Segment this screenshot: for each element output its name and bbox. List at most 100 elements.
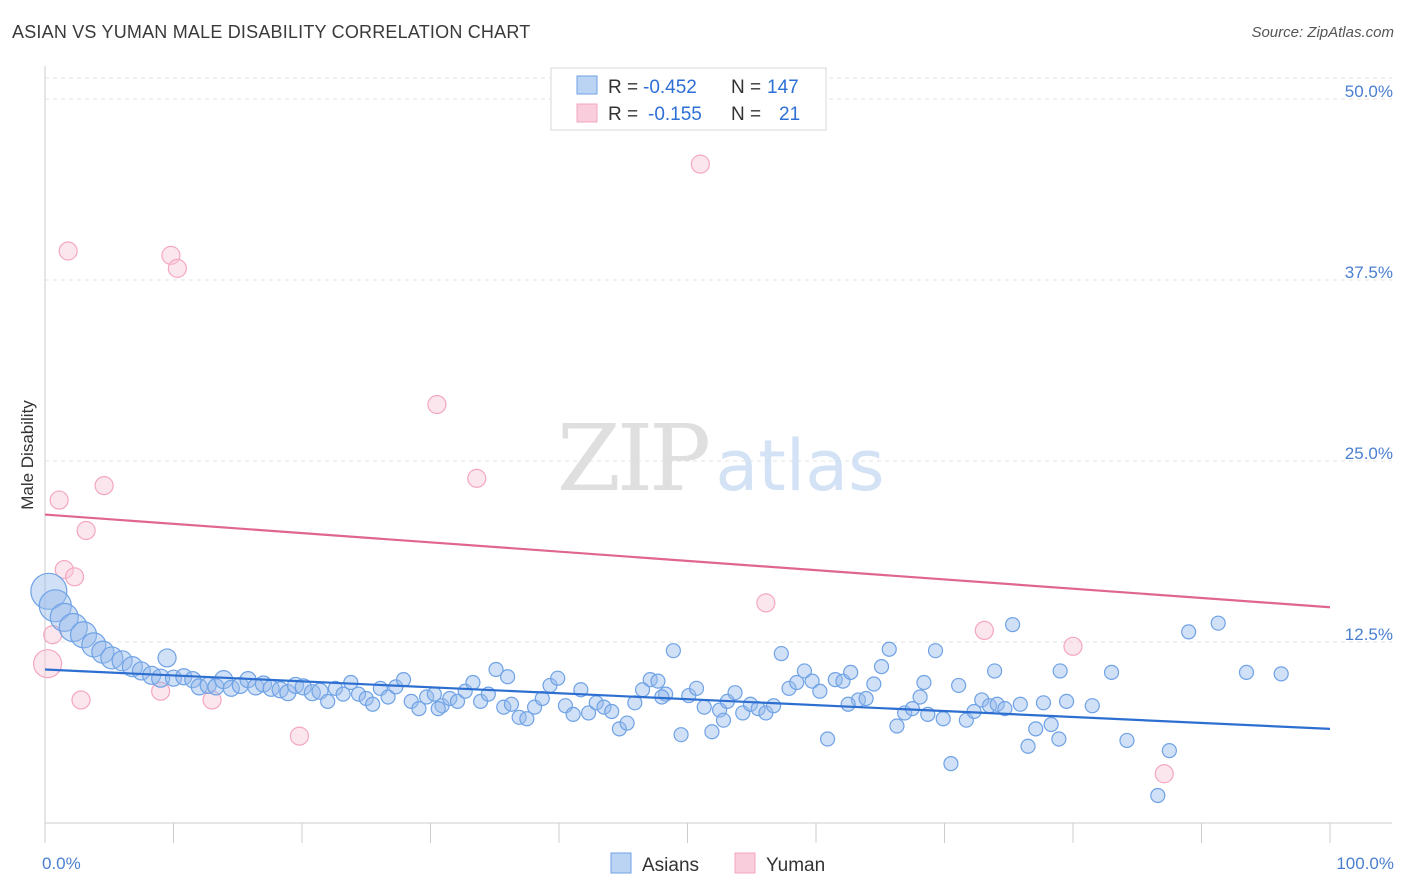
asian-point <box>673 727 689 743</box>
grid-lines <box>45 77 1392 643</box>
legend-r-label-1: R = <box>608 77 638 98</box>
asian-point <box>596 699 612 715</box>
asian-point <box>465 674 481 691</box>
source-label: Source: ZipAtlas.com <box>1251 24 1394 41</box>
asian-point <box>111 650 133 672</box>
asian-point <box>619 715 635 731</box>
legend-n-label-1: N = <box>731 77 761 98</box>
yuman-point <box>94 475 114 496</box>
asian-point <box>866 676 882 692</box>
asian-point <box>650 673 666 689</box>
watermark: ZIP atlas <box>557 405 885 512</box>
asian-point <box>449 693 466 709</box>
asian-point <box>1051 731 1067 747</box>
yuman-point <box>690 154 710 174</box>
asian-point <box>157 648 177 668</box>
yuman-point <box>467 468 487 488</box>
yuman-point <box>32 649 63 679</box>
asian-point <box>131 661 151 681</box>
yuman-point <box>974 620 994 641</box>
asian-point <box>1181 624 1197 640</box>
asian-point <box>496 699 512 715</box>
y-tick-labels: 12.5% 25.0% 37.5% 50.0% <box>1345 82 1393 644</box>
x-tick-label-min: 0.0% <box>42 854 81 873</box>
asian-point <box>604 703 620 720</box>
legend-box: R = -0.452 N = 147 R = -0.155 N = 21 <box>550 67 827 131</box>
asian-point <box>781 680 797 696</box>
bottom-legend-swatch-asians <box>610 852 632 874</box>
yuman-point <box>64 567 85 587</box>
yuman-point <box>756 593 776 613</box>
asian-point <box>704 724 720 740</box>
asian-point <box>1012 696 1028 712</box>
asian-point <box>696 699 712 715</box>
x-tick-label-max: 100.0% <box>1336 854 1394 873</box>
asian-point <box>989 696 1005 712</box>
watermark-zip: ZIP <box>557 405 708 512</box>
yuman-point <box>1154 764 1174 784</box>
asian-point <box>773 645 789 662</box>
asian-point <box>889 718 905 734</box>
asian-point <box>365 696 381 712</box>
watermark-atlas: atlas <box>715 425 884 507</box>
asian-point <box>335 686 351 702</box>
legend-r-value-1: -0.452 <box>643 77 697 98</box>
asian-point <box>580 705 597 721</box>
asian-point <box>997 701 1013 717</box>
asian-point <box>873 659 890 675</box>
asian-point <box>1043 716 1059 733</box>
x-tick-labels: 0.0% 100.0% <box>42 854 1394 873</box>
asian-point <box>1119 732 1135 749</box>
asian-point <box>987 663 1003 679</box>
asian-point <box>1161 742 1177 759</box>
asian-point <box>611 721 627 737</box>
asian-points <box>30 572 1289 804</box>
asian-point <box>519 711 535 727</box>
asian-point <box>935 711 951 727</box>
asian-point <box>1103 664 1120 681</box>
bottom-legend: Asians Yuman <box>610 852 825 876</box>
asian-point <box>503 696 520 712</box>
asian-point <box>789 674 805 691</box>
legend-r-value-2: -0.155 <box>648 104 702 125</box>
y-tick-label: 37.5% <box>1345 263 1393 282</box>
asian-point <box>419 689 435 705</box>
axes <box>44 66 1392 843</box>
yuman-point <box>289 726 310 746</box>
asian-point <box>912 689 928 705</box>
yuman-point <box>1063 636 1083 656</box>
yuman-point <box>76 520 96 541</box>
asian-point <box>500 669 516 685</box>
asian-point <box>69 621 98 649</box>
asian-point <box>442 690 458 707</box>
asian-point <box>727 685 743 701</box>
asian-point <box>742 696 759 712</box>
asian-point <box>812 683 828 699</box>
asian-point <box>688 680 705 696</box>
asian-point <box>380 689 396 705</box>
asian-point <box>1005 617 1021 633</box>
asian-point <box>819 731 836 747</box>
chart-title: ASIAN VS YUMAN MALE DISABILITY CORRELATI… <box>12 22 531 42</box>
trend-lines <box>44 513 1331 730</box>
asian-point <box>1020 738 1036 754</box>
yuman-point <box>54 559 74 580</box>
asian-point <box>1035 695 1052 711</box>
asian-point <box>843 664 859 681</box>
legend-n-label-2: N = <box>731 104 761 125</box>
asian-point <box>550 670 566 686</box>
asian-point <box>488 661 504 678</box>
asian-point <box>765 698 782 714</box>
asian-point <box>1150 787 1166 804</box>
y-axis-title: Male Disability <box>18 400 37 510</box>
yuman-point <box>427 394 447 415</box>
asian-point <box>395 672 412 688</box>
asian-point <box>190 678 208 696</box>
asian-point <box>121 656 143 678</box>
asian-point <box>1084 698 1100 714</box>
legend-r-label-2: R = <box>608 104 638 125</box>
asian-point <box>350 686 367 702</box>
yuman-point <box>49 490 69 510</box>
asian-point <box>715 712 732 728</box>
